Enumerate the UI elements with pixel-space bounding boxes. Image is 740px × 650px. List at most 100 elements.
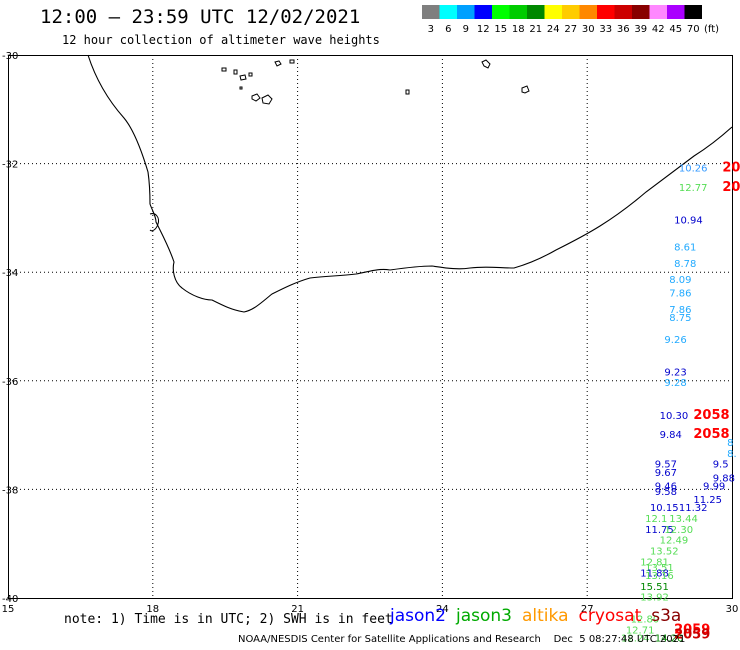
cape-peninsula-inlet: [149, 213, 159, 232]
wave-height-value: 8.61: [674, 242, 696, 253]
wave-height-value: 14.26: [655, 633, 684, 644]
south-africa-coastline: [87, 54, 733, 313]
scale-label: 21: [529, 24, 542, 35]
wave-height-value: 13.44: [669, 514, 698, 525]
scale-swatch-42: [649, 5, 667, 19]
wave-height-value: 12.81: [640, 557, 669, 568]
scale-swatch-6: [439, 5, 457, 19]
lat-tick-label: -38: [2, 485, 18, 496]
wave-height-value: 12.49: [660, 536, 689, 547]
wave-height-value: 9.57: [655, 460, 677, 471]
lon-tick-label: 30: [726, 604, 739, 615]
wave-height-value: 20: [722, 180, 740, 195]
scale-swatch-45: [667, 5, 685, 19]
map-frame-bottom: [8, 598, 733, 599]
scale-unit: (ft): [704, 24, 719, 35]
lon-tick-label: 15: [2, 604, 15, 615]
lat-tick-label: -40: [2, 594, 18, 605]
scale-label: 27: [564, 24, 577, 35]
scale-swatch-15: [492, 5, 510, 19]
wave-height-value: 9.46: [655, 481, 677, 492]
scale-label: 3: [428, 24, 434, 35]
satellite-legend: jason2 jason3 altika cryosat s3a: [390, 606, 691, 626]
scale-label: 15: [494, 24, 507, 35]
lat-lon-grid: [8, 55, 732, 598]
wave-height-value: 10.26: [679, 164, 708, 175]
lat-tick-label: -30: [2, 51, 18, 62]
wave-height-value: 2058: [693, 427, 729, 442]
scale-label: 30: [582, 24, 595, 35]
lon-tick-label: 18: [146, 604, 159, 615]
color-scale-legend: 3 6 9 12 15 18 21 24 27 30 33 36 39 42 45 70 (ft): [422, 5, 719, 35]
scale-label: 24: [547, 24, 560, 35]
map-frame-top: [8, 55, 733, 56]
wave-height-value: 9.58: [655, 487, 677, 498]
wave-height-value: 2058: [693, 408, 729, 423]
axis-tick-labels: 15 18 21 24 27 30 -30 -32 -34 -36 -38 -40: [2, 51, 739, 615]
lon-tick-label: 27: [581, 604, 594, 615]
wave-height-value: 7.86: [669, 305, 691, 316]
wave-height-value: 9.5: [713, 460, 729, 471]
wave-height-value: 9.28: [664, 378, 686, 389]
scale-label: 33: [599, 24, 612, 35]
map-title: 12:00 – 23:59 UTC 12/02/2021: [40, 6, 361, 28]
wave-height-value: 13.52: [650, 547, 679, 558]
lat-tick-label: -36: [2, 377, 18, 388]
wave-height-value: 13.16: [645, 571, 674, 582]
wave-height-value: 10.94: [674, 215, 703, 226]
scale-swatch-39: [632, 5, 650, 19]
scale-label: 45: [669, 24, 682, 35]
wave-height-value: 12.80: [631, 614, 660, 625]
wave-height-value: 8.: [727, 449, 737, 460]
wave-height-value: 12.24: [621, 633, 650, 644]
crozet-islands: [405, 59, 530, 95]
prince-edward-islands: [221, 59, 295, 105]
wave-height-value: 9.99: [703, 481, 725, 492]
scale-label: 12: [477, 24, 490, 35]
scale-label: 6: [445, 24, 451, 35]
scale-swatch-3: [422, 5, 440, 19]
map-frame-left: [8, 55, 9, 599]
wave-height-value: 8.09: [669, 275, 691, 286]
wave-height-value: 10.15: [650, 503, 679, 514]
lat-tick-label: -34: [2, 268, 18, 279]
satellite-jason3: jason3: [456, 606, 512, 626]
scale-swatch-21: [527, 5, 545, 19]
wave-height-value: 12.30: [664, 525, 693, 536]
scale-swatch-18: [509, 5, 527, 19]
scale-swatch-27: [562, 5, 580, 19]
lon-tick-label: 24: [436, 604, 449, 615]
satellite-s3a: s3a: [651, 606, 682, 626]
footer-credit: NOAA/NESDIS Center for Satellite Applica…: [238, 634, 686, 645]
wave-height-value: 9.26: [664, 335, 686, 346]
wave-height-value: 10.30: [660, 411, 689, 422]
wave-height-value: 15.51: [640, 582, 669, 593]
wave-height-value: 9.23: [664, 367, 686, 378]
wave-height-value: 7.86: [669, 289, 691, 300]
scale-label: 18: [512, 24, 525, 35]
scale-swatch-33: [597, 5, 615, 19]
scale-label: 39: [634, 24, 647, 35]
wave-height-value: 2059: [674, 628, 710, 643]
scale-swatch-12: [474, 5, 492, 19]
scale-swatch-36: [614, 5, 632, 19]
wave-height-value: 12.71: [626, 625, 655, 636]
wave-height-value: 13.92: [640, 593, 669, 604]
scale-swatch-70: [684, 5, 702, 19]
satellite-altika: altika: [522, 606, 569, 626]
wave-height-value: 8.75: [669, 313, 691, 324]
wave-height-value: 11.32: [679, 503, 708, 514]
scale-label: 70: [687, 24, 700, 35]
wave-height-value: 12.77: [679, 183, 708, 194]
scale-label: 36: [617, 24, 630, 35]
wave-height-value: 8: [727, 438, 733, 449]
wave-height-value: 11.88: [640, 568, 669, 579]
scale-label: 42: [652, 24, 665, 35]
satellite-cryosat: cryosat: [578, 606, 642, 626]
wave-height-value: 11.25: [693, 495, 722, 506]
wave-height-value: 9.67: [655, 468, 677, 479]
wave-height-value: 20: [722, 161, 740, 176]
map-subtitle: 12 hour collection of altimeter wave hei…: [62, 33, 380, 47]
